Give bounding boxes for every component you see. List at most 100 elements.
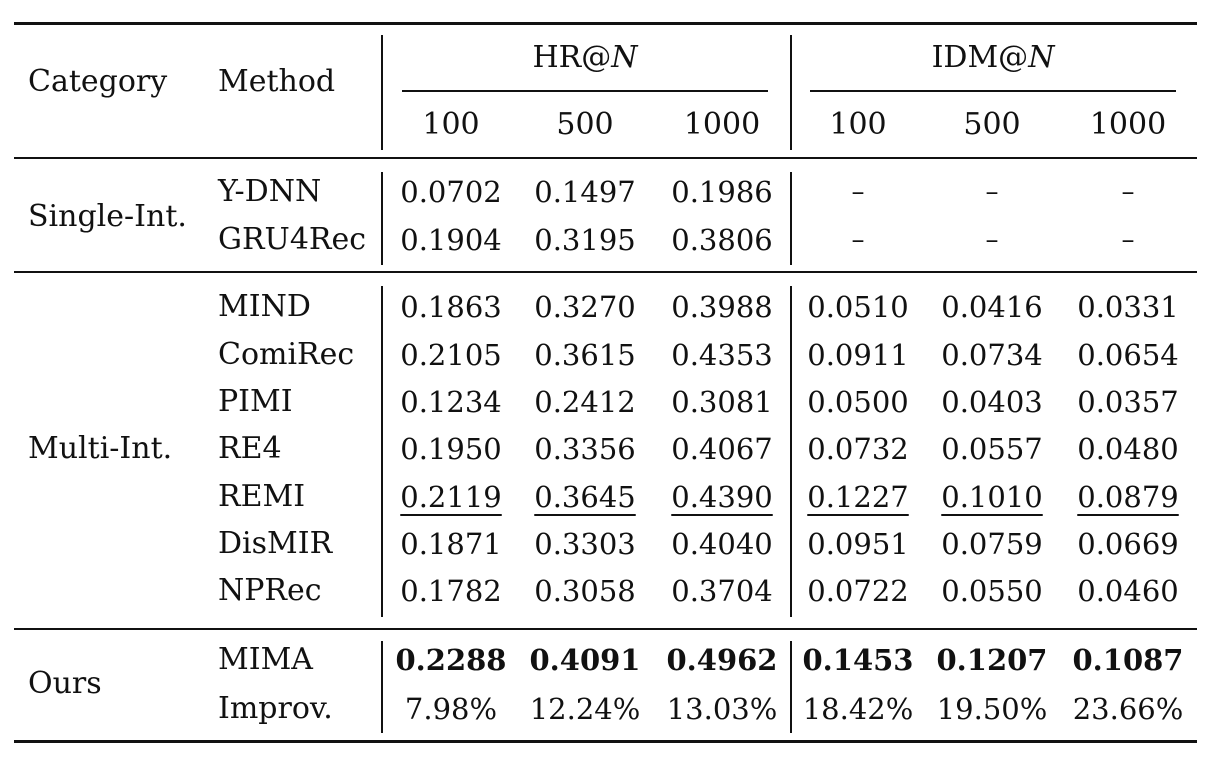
single-int-rule: [14, 271, 1197, 273]
table-cell: 0.2412: [534, 385, 636, 419]
table-cell: 0.1227: [807, 480, 909, 514]
table-cell: 0.0403: [941, 385, 1043, 419]
table-cell: 0.0557: [941, 432, 1043, 466]
table-cell: 0.1010: [941, 480, 1043, 514]
table-cell: 0.0510: [807, 290, 909, 324]
table-cell: 0.1207: [936, 643, 1048, 677]
table-cell: 0.0951: [807, 527, 909, 561]
table-cell: 0.1782: [400, 574, 502, 608]
table-cell: 0.0702: [400, 175, 502, 209]
table-cell: 0.1950: [400, 432, 502, 466]
table-cell: 0.0500: [807, 385, 909, 419]
column-separator: [790, 35, 792, 150]
idm-group-rule: [810, 90, 1176, 92]
column-separator: [790, 641, 792, 733]
table-cell: 12.24%: [529, 692, 641, 726]
method-name: RE4: [218, 431, 282, 466]
table-cell: 0.1871: [400, 527, 502, 561]
results-table: Category Method HR@N IDM@N 100 500 1000 100…: [14, 22, 1197, 745]
table-cell: 0.3195: [534, 223, 636, 257]
method-name: NPRec: [218, 573, 322, 608]
top-rule: [14, 22, 1197, 25]
table-cell: –: [985, 177, 999, 207]
table-cell: 0.1234: [400, 385, 502, 419]
method-header: Method: [218, 64, 336, 99]
column-separator: [381, 641, 383, 733]
table-cell: 0.0732: [807, 432, 909, 466]
table-cell: 0.0911: [807, 338, 909, 372]
method-name: DisMIR: [218, 526, 333, 561]
method-name: MIMA: [218, 642, 313, 677]
bottom-rule: [14, 740, 1197, 743]
table-cell: –: [851, 177, 865, 207]
table-cell: 0.0460: [1077, 574, 1179, 608]
category-header: Category: [28, 64, 168, 99]
table-cell: 0.0480: [1077, 432, 1179, 466]
multi-int-rule: [14, 628, 1197, 630]
table-cell: 0.1863: [400, 290, 502, 324]
header-rule: [14, 157, 1197, 159]
table-cell: 23.66%: [1072, 692, 1184, 726]
method-name: MIND: [218, 289, 311, 324]
n-value-header: 100: [829, 107, 887, 142]
method-name: REMI: [218, 479, 306, 514]
table-cell: 0.3806: [671, 223, 773, 257]
category-label: Ours: [28, 666, 102, 701]
column-separator: [790, 172, 792, 265]
table-cell: 0.0550: [941, 574, 1043, 608]
table-cell: 0.4962: [666, 643, 778, 677]
table-cell: 0.1453: [802, 643, 914, 677]
hr-group-rule: [402, 90, 768, 92]
n-value-header: 500: [963, 107, 1021, 142]
table-cell: 0.0654: [1077, 338, 1179, 372]
table-cell: 7.98%: [404, 692, 498, 726]
table-cell: 0.0331: [1077, 290, 1179, 324]
idm-at-n-var: N: [1028, 40, 1055, 75]
n-value-header: 1000: [683, 107, 761, 142]
method-name: GRU4Rec: [218, 222, 367, 257]
hr-at-n-prefix: HR@: [532, 40, 612, 75]
column-separator: [381, 286, 383, 617]
hr-at-n-var: N: [611, 40, 638, 75]
table-cell: 0.2288: [395, 643, 507, 677]
table-cell: 0.1904: [400, 223, 502, 257]
table-cell: 0.1087: [1072, 643, 1184, 677]
table-cell: 0.4091: [529, 643, 641, 677]
table-cell: 0.3645: [534, 480, 636, 514]
table-cell: 0.0759: [941, 527, 1043, 561]
table-cell: 13.03%: [666, 692, 778, 726]
table-cell: 0.3081: [671, 385, 773, 419]
table-cell: 0.0879: [1077, 480, 1179, 514]
table-cell: –: [1121, 225, 1135, 255]
table-cell: 0.1986: [671, 175, 773, 209]
n-value-header: 100: [422, 107, 480, 142]
table-cell: 0.3704: [671, 574, 773, 608]
table-cell: 0.0357: [1077, 385, 1179, 419]
table-cell: 0.3270: [534, 290, 636, 324]
method-name: ComiRec: [218, 337, 355, 372]
method-name: Improv.: [218, 691, 333, 726]
table-cell: –: [985, 225, 999, 255]
table-cell: 18.42%: [802, 692, 914, 726]
table-cell: 0.3615: [534, 338, 636, 372]
table-cell: 0.1497: [534, 175, 636, 209]
table-cell: –: [851, 225, 865, 255]
n-value-header: 500: [556, 107, 614, 142]
column-separator: [381, 172, 383, 265]
idm-at-n-prefix: IDM@: [931, 40, 1029, 75]
table-cell: 0.3988: [671, 290, 773, 324]
table-cell: 0.4067: [671, 432, 773, 466]
table-cell: 0.4390: [671, 480, 773, 514]
idm-at-n-header: IDM@N: [932, 40, 1055, 76]
table-cell: 0.2119: [400, 480, 502, 514]
table-cell: 0.3303: [534, 527, 636, 561]
category-label: Single-Int.: [28, 199, 187, 234]
table-cell: 0.0416: [941, 290, 1043, 324]
column-separator: [790, 286, 792, 617]
table-cell: 0.0722: [807, 574, 909, 608]
table-cell: 0.4040: [671, 527, 773, 561]
method-name: PIMI: [218, 384, 293, 419]
column-separator: [381, 35, 383, 150]
table-cell: 0.4353: [671, 338, 773, 372]
table-cell: 0.0734: [941, 338, 1043, 372]
